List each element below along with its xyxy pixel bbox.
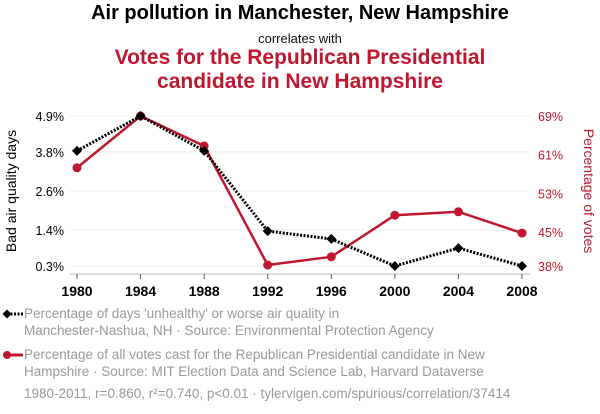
y-left-tick-label: 2.6% [36,185,65,199]
y-left-tick-label: 3.8% [36,146,65,160]
data-point-republican-votes [453,207,463,217]
data-point-air-pollution [517,261,527,271]
data-point-air-pollution [262,226,273,237]
legend-text-line-1: Percentage of all votes cast for the Rep… [24,347,485,362]
x-tick-label: 2008 [506,283,537,299]
x-tick-label: 1996 [316,283,347,299]
subtitle-line-2: candidate in New Hampshire [157,70,443,93]
data-point-air-pollution [199,145,210,156]
series-group [72,111,527,271]
x-tick-label: 2000 [379,283,410,299]
y-right-tick-label: 69% [538,110,563,124]
subtitle-line-1: Votes for the Republican Presidential [114,46,486,69]
y-axis-right-label: Percentage of votes [581,129,597,254]
chart-title: Air pollution in Manchester, New Hampshi… [91,2,509,24]
x-tick-label: 1988 [189,283,220,299]
data-point-republican-votes [517,228,527,238]
data-point-republican-votes [263,260,273,270]
data-point-republican-votes [390,210,400,220]
legend-text-line-1: Percentage of days 'unhealthy' or worse … [24,306,340,321]
data-point-republican-votes [72,163,82,173]
data-point-air-pollution [389,261,400,271]
y-right-tick-label: 53% [538,187,563,201]
data-point-air-pollution [135,111,146,121]
y-left-tick-label: 1.4% [36,224,65,238]
chart-connector: correlates with [258,31,342,46]
chart-area: 1980 1984 1988 1992 1996 2000 2004 2008 4.9% 3.8… [3,110,597,299]
x-axis: 1980 1984 1988 1992 1996 2000 2004 2008 [61,273,538,299]
legend-icon-solid-circle [3,351,23,359]
data-point-air-pollution [453,243,464,254]
data-point-air-pollution [72,145,82,156]
data-point-air-pollution [326,233,337,244]
legend-text-line-2: Hampshire · Source: MIT Election Data an… [24,364,484,379]
y-right-tick-label: 45% [538,226,563,240]
legend-item-republican-votes: Percentage of all votes cast for the Rep… [3,346,485,380]
y-right-tick-label: 61% [538,149,563,163]
y-left-tick-label: 4.9% [36,110,65,124]
legend-text-line-2: Manchester-Nashua, NH · Source: Environm… [24,323,434,338]
y-axis-left: 4.9% 3.8% 2.6% 1.4% 0.3% [36,110,65,274]
y-right-tick-label: 38% [538,260,563,274]
chart-subtitle: Votes for the Republican Presidential ca… [0,46,600,94]
y-axis-right: 69% 61% 53% 45% 38% [538,110,563,274]
series-air-pollution-line [76,114,523,268]
x-tick-label: 1992 [252,283,283,299]
data-point-republican-votes [326,252,336,262]
legend-item-air-pollution: Percentage of days 'unhealthy' or worse … [2,305,434,339]
gridlines [70,115,530,267]
x-tick-label: 1984 [125,283,156,299]
legend-icon-dotted-diamond [2,309,23,319]
y-axis-left-label: Bad air quality days [3,130,19,252]
x-tick-label: 1980 [61,283,92,299]
footer-stats: 1980-2011, r=0.860, r²=0.740, p<0.01 · t… [24,386,511,401]
x-tick-label: 2004 [443,283,474,299]
y-left-tick-label: 0.3% [36,260,65,274]
